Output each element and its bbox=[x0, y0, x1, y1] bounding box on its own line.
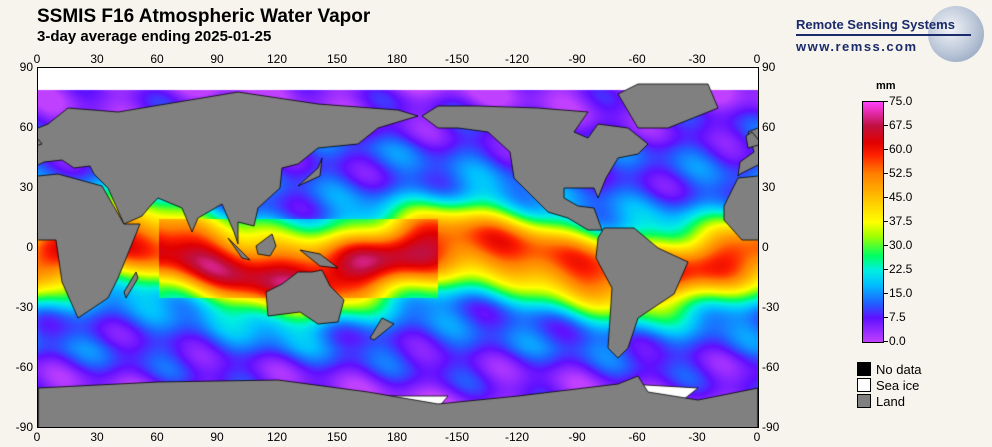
top-lon-tick: 30 bbox=[90, 52, 104, 66]
colorbar-tick-label: 75.0 bbox=[884, 94, 912, 108]
bottom-lon-tick: -30 bbox=[688, 430, 706, 444]
legend-item: No data bbox=[857, 362, 922, 377]
colorbar-tick-label: 67.5 bbox=[884, 118, 912, 132]
bottom-lon-tick: 30 bbox=[90, 430, 104, 444]
legend-label: No data bbox=[876, 362, 922, 377]
top-lon-tick: -30 bbox=[688, 52, 706, 66]
right-lat-tick: -60 bbox=[762, 360, 780, 374]
legend-swatch bbox=[857, 394, 871, 408]
top-lon-tick: 120 bbox=[266, 52, 288, 66]
legend-item: Land bbox=[857, 394, 905, 409]
colorbar-tick-label: 52.5 bbox=[884, 166, 912, 180]
right-lat-tick: 30 bbox=[762, 180, 776, 194]
bottom-lon-tick: -120 bbox=[504, 430, 530, 444]
logo-name: Remote Sensing Systems bbox=[796, 17, 955, 32]
colorbar-tick-label: 7.5 bbox=[884, 310, 906, 324]
bottom-lon-tick: 60 bbox=[150, 430, 164, 444]
bottom-lon-tick: 150 bbox=[326, 430, 348, 444]
colorbar-tick-label: 0.0 bbox=[884, 334, 906, 348]
bottom-lon-tick: -60 bbox=[628, 430, 646, 444]
right-lat-tick: -30 bbox=[762, 300, 780, 314]
right-lat-tick: 0 bbox=[762, 240, 769, 254]
top-lon-tick: 0 bbox=[33, 52, 41, 66]
right-lat-tick: 60 bbox=[762, 120, 776, 134]
colorbar-tick-label: 60.0 bbox=[884, 142, 912, 156]
top-lon-tick: -120 bbox=[504, 52, 530, 66]
top-lon-tick: 180 bbox=[386, 52, 408, 66]
colorbar-tick-label: 22.5 bbox=[884, 262, 912, 276]
top-lon-tick: -150 bbox=[444, 52, 470, 66]
top-lon-tick: 0 bbox=[753, 52, 761, 66]
legend-item: Sea ice bbox=[857, 378, 919, 393]
colorbar-tick-label: 15.0 bbox=[884, 286, 912, 300]
legend-swatch bbox=[857, 378, 871, 392]
logo-divider bbox=[796, 34, 971, 36]
left-lat-tick: -60 bbox=[15, 360, 33, 374]
left-lat-tick: -90 bbox=[15, 420, 33, 434]
top-lon-tick: 60 bbox=[150, 52, 164, 66]
left-lat-tick: 90 bbox=[19, 60, 33, 74]
colorbar bbox=[862, 101, 884, 343]
legend-label: Sea ice bbox=[876, 378, 920, 393]
bottom-lon-tick: 0 bbox=[753, 430, 761, 444]
bottom-lon-tick: 120 bbox=[266, 430, 288, 444]
top-lon-tick: 150 bbox=[326, 52, 348, 66]
map-subtitle: 3-day average ending 2025-01-25 bbox=[37, 28, 272, 45]
bottom-lon-tick: 180 bbox=[386, 430, 408, 444]
left-lat-tick: -30 bbox=[15, 300, 33, 314]
rss-logo[interactable]: Remote Sensing Systems www.remss.com bbox=[790, 6, 990, 62]
logo-url: www.remss.com bbox=[796, 39, 918, 54]
colorbar-tick-label: 45.0 bbox=[884, 190, 912, 204]
legend-unit: mm bbox=[876, 80, 896, 92]
water-vapor-map bbox=[37, 67, 759, 428]
top-lon-tick: -60 bbox=[628, 52, 646, 66]
right-lat-tick: 90 bbox=[762, 60, 776, 74]
top-lon-tick: -90 bbox=[568, 52, 586, 66]
left-lat-tick: 0 bbox=[26, 240, 33, 254]
left-lat-tick: 30 bbox=[19, 180, 33, 194]
bottom-lon-tick: -150 bbox=[444, 430, 470, 444]
top-lon-tick: 90 bbox=[210, 52, 224, 66]
bottom-lon-tick: 90 bbox=[210, 430, 224, 444]
colorbar-tick-label: 37.5 bbox=[884, 214, 912, 228]
left-lat-tick: 60 bbox=[19, 120, 33, 134]
map-title: SSMIS F16 Atmospheric Water Vapor bbox=[37, 6, 371, 27]
legend-swatch bbox=[857, 362, 871, 376]
bottom-lon-tick: 0 bbox=[33, 430, 41, 444]
colorbar-tick-label: 30.0 bbox=[884, 238, 912, 252]
bottom-lon-tick: -90 bbox=[568, 430, 586, 444]
legend-label: Land bbox=[876, 394, 905, 409]
right-lat-tick: -90 bbox=[762, 420, 780, 434]
